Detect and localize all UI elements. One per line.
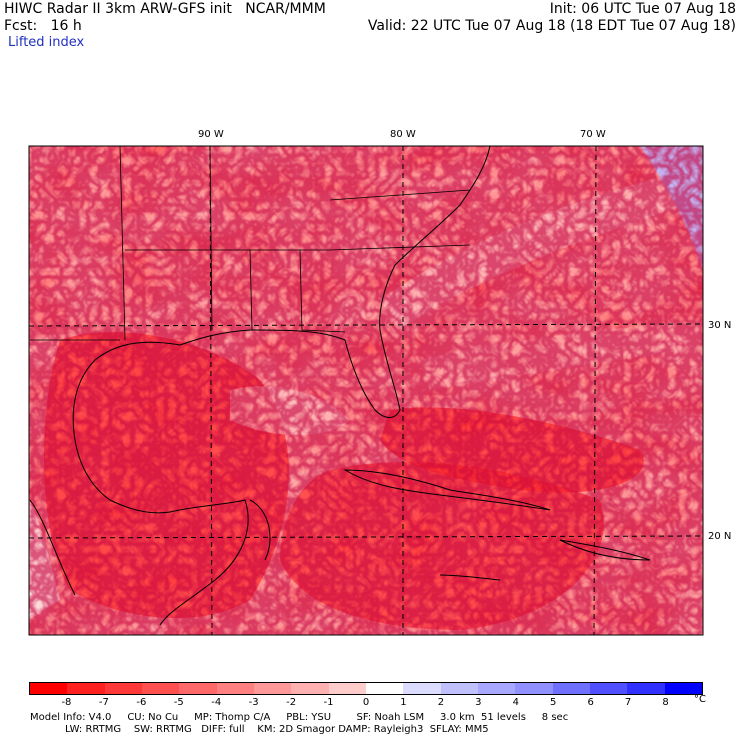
colorbar-tick-label: -2 (286, 697, 297, 708)
colorbar-tick-label: 5 (550, 697, 557, 708)
coastlines (29, 146, 651, 626)
colorbar-cell (179, 683, 217, 694)
colorbar-cell (365, 683, 404, 694)
colorbar-tick-label: -5 (173, 697, 184, 708)
colorbar (29, 682, 703, 695)
colorbar-cell (328, 683, 366, 694)
colorbar-tick-label: -4 (211, 697, 222, 708)
colorbar-tick-label: -8 (61, 697, 72, 708)
init-time: Init: 06 UTC Tue 07 Aug 18 (549, 1, 736, 17)
colorbar-cell (664, 683, 702, 694)
colorbar-unit: °C (694, 694, 706, 705)
colorbar-cell (627, 683, 665, 694)
colorbar-tick-label: -3 (248, 697, 259, 708)
colorbar-cell (552, 683, 590, 694)
colorbar-cell (440, 683, 478, 694)
colorbar-cell (291, 683, 329, 694)
colorbar-cell (477, 683, 516, 694)
colorbar-cell (589, 683, 628, 694)
colorbar-tick-label: -1 (323, 697, 334, 708)
colorbar-cell (253, 683, 292, 694)
colorbar-tick-label: -6 (136, 697, 147, 708)
lon-label-90w: 90 W (198, 129, 224, 140)
colorbar-cell (67, 683, 105, 694)
graticule (29, 146, 703, 635)
forecast-hour: Fcst: 16 h (4, 18, 82, 34)
colorbar-cell (403, 683, 441, 694)
map-frame (28, 145, 704, 636)
colorbar-cell (141, 683, 180, 694)
colorbar-cell (515, 683, 553, 694)
colorbar-tick-label: 0 (362, 697, 370, 708)
model-info-line1: Model Info: V4.0 CU: No Cu MP: Thomp C/A… (30, 712, 569, 723)
colorbar-tick-label: 8 (662, 697, 669, 708)
colorbar-tick-label: 7 (624, 697, 632, 708)
colorbar-tick-label: 6 (587, 697, 594, 708)
colorbar-cell (104, 683, 142, 694)
borders (30, 146, 471, 341)
colorbar-tick-label: 4 (512, 697, 519, 708)
contour-texture (29, 146, 703, 635)
colorbar-cell (30, 683, 68, 694)
map-field (29, 146, 703, 635)
colorbar-tick-label: -7 (98, 697, 109, 708)
header-title: HIWC Radar II 3km ARW-GFS init NCAR/MMM (4, 1, 326, 17)
colorbar-tick-label: 3 (475, 697, 482, 708)
lon-label-80w: 80 W (390, 129, 416, 140)
field-name: Lifted index (8, 35, 85, 50)
model-info-line2: LW: RRTMG SW: RRTMG DIFF: full KM: 2D Sm… (30, 724, 489, 735)
colorbar-tick-label: 2 (437, 697, 445, 708)
lat-label-30n: 30 N (708, 320, 732, 331)
lon-label-70w: 70 W (580, 129, 606, 140)
colorbar-cell (216, 683, 254, 694)
colorbar-tick-label: 1 (400, 697, 407, 708)
valid-time: Valid: 22 UTC Tue 07 Aug 18 (18 EDT Tue … (367, 18, 736, 34)
lat-label-20n: 20 N (708, 531, 732, 542)
